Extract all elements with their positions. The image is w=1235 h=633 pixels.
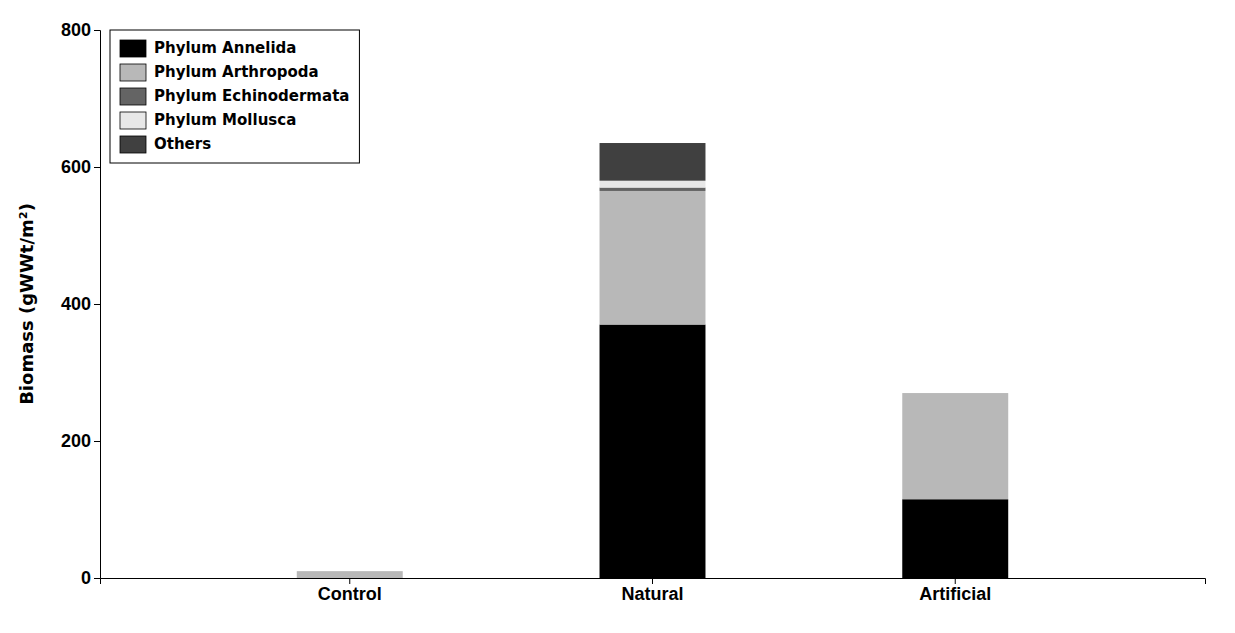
legend-label: Phylum Annelida bbox=[154, 39, 296, 57]
legend-item: Phylum Echinodermata bbox=[120, 87, 349, 105]
series bbox=[600, 181, 706, 188]
legend: Phylum Annelida Phylum Arthropoda Phylum E… bbox=[110, 30, 359, 163]
y-axis: 0 200 400 600 800 bbox=[61, 20, 101, 588]
x-tick: Artificial bbox=[919, 578, 991, 604]
bar-segment bbox=[297, 571, 403, 578]
series bbox=[297, 191, 1008, 578]
bar-segment bbox=[600, 143, 706, 181]
y-tick-mark bbox=[94, 30, 100, 31]
x-tick: Control bbox=[318, 578, 382, 604]
y-tick-mark bbox=[94, 578, 100, 579]
bar-segment bbox=[600, 191, 706, 325]
y-tick-label: 200 bbox=[61, 431, 91, 451]
legend-swatch bbox=[120, 136, 146, 153]
bar-segment bbox=[297, 571, 403, 572]
legend-item: Phylum Mollusca bbox=[120, 111, 296, 129]
legend-item: Others bbox=[120, 135, 211, 153]
x-tick-label: Control bbox=[318, 584, 382, 604]
bar-segment bbox=[600, 325, 706, 578]
legend-label: Phylum Arthropoda bbox=[154, 63, 319, 81]
x-axis: Control Natural Artificial bbox=[101, 578, 1206, 604]
y-tick-mark bbox=[94, 304, 100, 305]
x-tick: Natural bbox=[621, 578, 683, 604]
y-tick: 800 bbox=[61, 20, 100, 40]
legend-label: Phylum Mollusca bbox=[154, 111, 296, 129]
series bbox=[600, 188, 706, 191]
y-tick-mark bbox=[94, 441, 100, 442]
y-tick: 400 bbox=[61, 294, 100, 314]
legend-label: Phylum Echinodermata bbox=[154, 87, 349, 105]
legend-frame bbox=[110, 30, 359, 163]
x-tick-label: Natural bbox=[621, 584, 683, 604]
chart: Control Natural Artificial 0 200 400 600 800 Phy… bbox=[0, 0, 1235, 633]
series bbox=[600, 143, 706, 181]
bar-segment bbox=[902, 393, 1008, 394]
bar-segment bbox=[902, 393, 1008, 394]
bar-segment bbox=[902, 499, 1008, 578]
y-tick-mark bbox=[94, 167, 100, 168]
y-tick-label: 0 bbox=[81, 568, 91, 588]
y-tick-label: 800 bbox=[61, 20, 91, 40]
plot: Control Natural Artificial 0 200 400 600 800 Phy… bbox=[61, 20, 1206, 604]
legend-label: Others bbox=[154, 135, 211, 153]
x-tick-label: Artificial bbox=[919, 584, 991, 604]
bars bbox=[297, 143, 1008, 578]
legend-item: Phylum Arthropoda bbox=[120, 63, 319, 81]
bar-segment bbox=[600, 188, 706, 191]
bar-segment bbox=[297, 571, 403, 572]
y-tick-label: 600 bbox=[61, 157, 91, 177]
y-tick: 200 bbox=[61, 431, 100, 451]
y-tick-label: 400 bbox=[61, 294, 91, 314]
y-axis-line bbox=[94, 31, 101, 579]
legend-item: Phylum Annelida bbox=[120, 39, 296, 57]
bar-segment bbox=[600, 181, 706, 188]
legend-swatch bbox=[120, 112, 146, 129]
legend-swatch bbox=[120, 88, 146, 105]
legend-swatch bbox=[120, 64, 146, 81]
y-axis-title: Biomass (gWWt/m²) bbox=[16, 203, 37, 405]
y-tick: 600 bbox=[61, 157, 100, 177]
bar-segment bbox=[902, 393, 1008, 499]
bar-segment bbox=[297, 571, 403, 572]
bar-segment bbox=[902, 393, 1008, 394]
legend-swatch bbox=[120, 40, 146, 57]
series bbox=[600, 325, 1009, 578]
y-tick: 0 bbox=[81, 568, 100, 588]
